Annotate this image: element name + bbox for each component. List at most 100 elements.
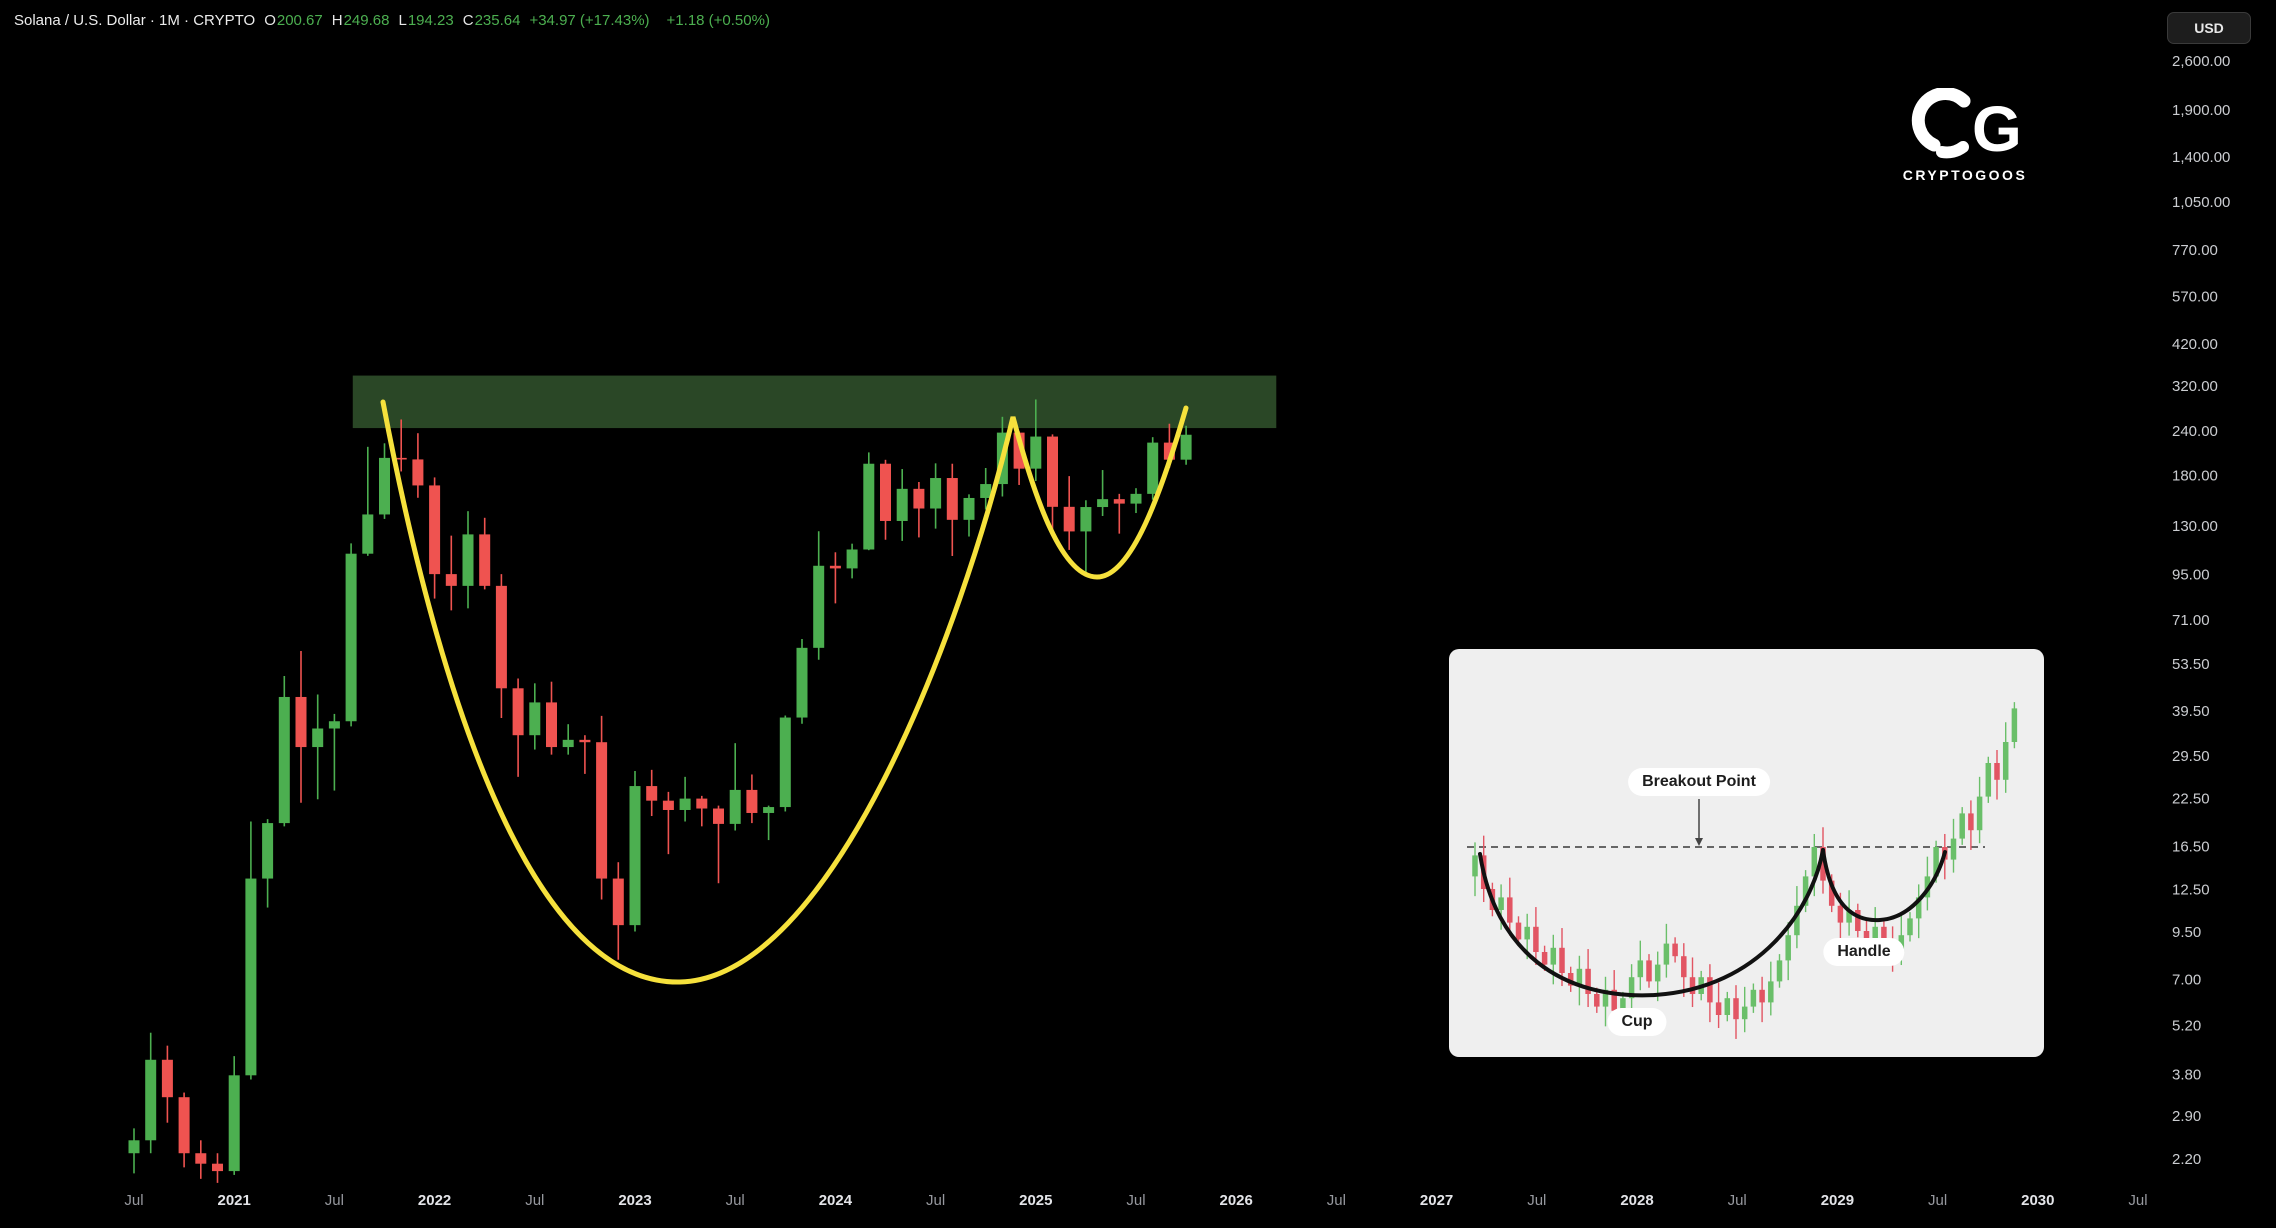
candle: [596, 742, 608, 879]
svg-text:Jul: Jul: [1527, 1192, 1546, 1209]
candle: [1130, 493, 1142, 504]
svg-text:Jul: Jul: [1728, 1192, 1747, 1209]
svg-text:Jul: Jul: [1928, 1192, 1947, 1209]
candle: [178, 1097, 190, 1154]
svg-text:2023: 2023: [618, 1192, 651, 1209]
svg-text:12.50: 12.50: [2172, 881, 2210, 898]
candle: [278, 696, 290, 824]
svg-text:95.00: 95.00: [2172, 567, 2210, 584]
candle: [713, 808, 724, 824]
candle: [328, 721, 340, 729]
price-axis[interactable]: 2,600.00 1,900.00 1,400.00 1,050.00 770.00 57…: [2172, 53, 2230, 1168]
candle: [245, 878, 257, 1076]
symbol-info-bar: Solana / U.S. Dollar · 1M · CRYPTO O 200.…: [14, 12, 770, 29]
extended-change: +1.18 (+0.50%): [666, 12, 770, 29]
candle: [579, 739, 591, 743]
time-axis[interactable]: Jul 2021 Jul 2022 Jul 2023 Jul 2024 Jul 2025 Jul 20…: [124, 1192, 2147, 1209]
inset-chart: [1467, 702, 2018, 1039]
candle: [1113, 499, 1125, 504]
svg-text:420.00: 420.00: [2172, 336, 2218, 353]
svg-text:71.00: 71.00: [2172, 612, 2210, 629]
svg-text:130.00: 130.00: [2172, 518, 2218, 535]
candle: [128, 1140, 140, 1154]
resistance-box[interactable]: [352, 375, 1277, 429]
handle-label: Handle: [1823, 938, 1905, 966]
candle: [846, 549, 858, 569]
candle: [679, 798, 691, 810]
logo-g-letter: G: [1972, 93, 2022, 160]
svg-text:5.20: 5.20: [2172, 1018, 2201, 1035]
candlestick-layer: [128, 399, 1192, 1183]
candle: [395, 457, 407, 460]
candle: [195, 1153, 207, 1164]
svg-text:7.00: 7.00: [2172, 971, 2201, 988]
svg-text:Jul: Jul: [1327, 1192, 1346, 1209]
candle: [312, 728, 324, 748]
candle: [445, 574, 457, 586]
cup-and-handle-drawing[interactable]: [380, 399, 1189, 985]
svg-text:2026: 2026: [1220, 1192, 1253, 1209]
svg-text:2028: 2028: [1620, 1192, 1653, 1209]
candle: [562, 739, 574, 748]
candle: [863, 463, 875, 550]
candle: [345, 553, 357, 722]
svg-text:Jul: Jul: [325, 1192, 344, 1209]
breakout-point-label: Breakout Point: [1628, 768, 1770, 796]
low-value: L 194.23: [398, 12, 454, 29]
candle: [546, 702, 557, 748]
high-value: H 249.68: [331, 12, 390, 29]
candle: [529, 702, 541, 736]
candle: [495, 585, 507, 689]
svg-text:1,050.00: 1,050.00: [2172, 194, 2230, 211]
symbol-title[interactable]: Solana / U.S. Dollar · 1M · CRYPTO: [14, 12, 256, 29]
candle: [1063, 506, 1075, 532]
candle: [161, 1059, 173, 1098]
svg-text:22.50: 22.50: [2172, 790, 2210, 807]
logo-wordmark: CRYPTOGOOS: [1902, 167, 2028, 183]
close-value: C 235.64: [462, 12, 521, 29]
open-value: O 200.67: [264, 12, 323, 29]
candle: [1163, 442, 1175, 460]
svg-text:53.50: 53.50: [2172, 656, 2210, 673]
candle: [412, 459, 424, 486]
candle: [746, 789, 758, 813]
candle: [662, 800, 674, 810]
svg-text:39.50: 39.50: [2172, 703, 2210, 720]
candle: [646, 786, 658, 801]
candle: [612, 878, 624, 926]
candle: [1030, 436, 1042, 469]
svg-text:16.50: 16.50: [2172, 838, 2210, 855]
svg-text:320.00: 320.00: [2172, 378, 2218, 395]
candle: [1080, 507, 1092, 532]
candle: [813, 565, 825, 648]
cup-handle-example-image: Breakout Point Cup Handle: [1449, 649, 2044, 1057]
candle: [379, 457, 390, 515]
svg-text:9.50: 9.50: [2172, 924, 2201, 941]
currency-toggle-button[interactable]: USD: [2167, 12, 2251, 44]
svg-text:570.00: 570.00: [2172, 289, 2218, 306]
svg-text:770.00: 770.00: [2172, 242, 2218, 259]
candle: [1097, 499, 1109, 508]
candle: [362, 514, 374, 554]
svg-text:2021: 2021: [218, 1192, 251, 1209]
candle: [946, 478, 958, 520]
candle: [763, 807, 775, 813]
svg-text:180.00: 180.00: [2172, 468, 2218, 485]
candle: [1147, 442, 1159, 494]
svg-text:2,600.00: 2,600.00: [2172, 53, 2230, 70]
candle: [512, 688, 524, 736]
candle: [896, 488, 908, 521]
candle: [145, 1059, 157, 1141]
svg-text:Jul: Jul: [726, 1192, 745, 1209]
candle: [479, 534, 491, 586]
candle: [729, 789, 741, 824]
svg-text:Jul: Jul: [1126, 1192, 1145, 1209]
svg-text:240.00: 240.00: [2172, 423, 2218, 440]
svg-text:Jul: Jul: [124, 1192, 143, 1209]
svg-text:2022: 2022: [418, 1192, 451, 1209]
svg-text:29.50: 29.50: [2172, 748, 2210, 765]
candle: [629, 786, 641, 926]
candle: [980, 484, 992, 498]
svg-text:2027: 2027: [1420, 1192, 1453, 1209]
